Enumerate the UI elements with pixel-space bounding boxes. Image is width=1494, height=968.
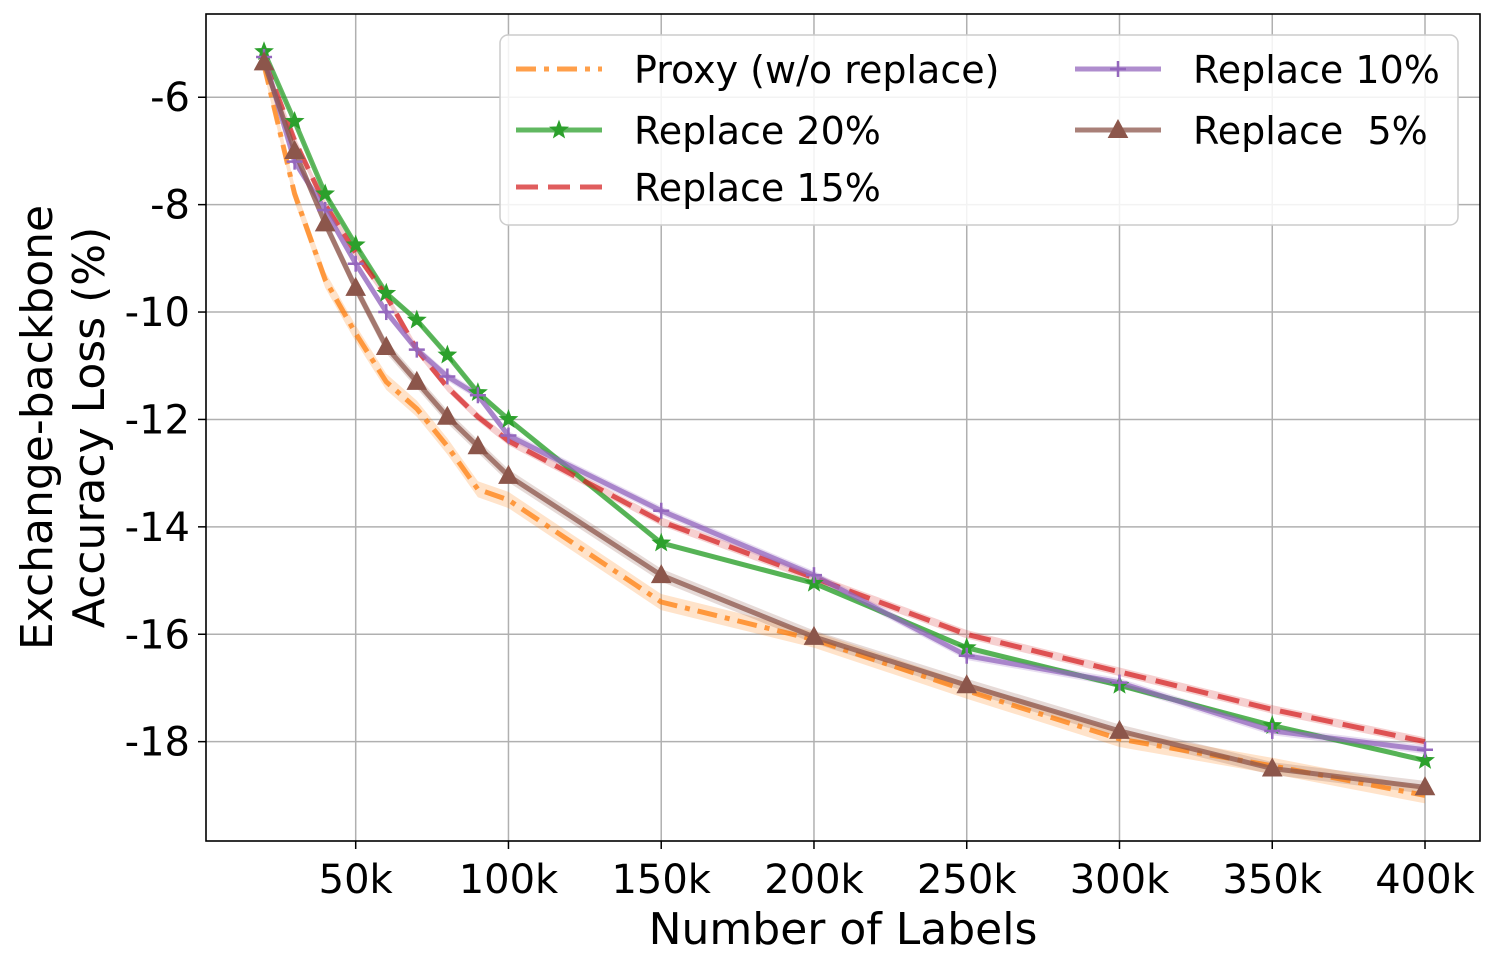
- series-line-0: [261, 64, 1426, 798]
- series-3-point-4: [378, 304, 395, 321]
- series-1-point-14: [1415, 749, 1435, 769]
- series-4-point-3: [345, 276, 367, 296]
- series-1-point-3: [345, 234, 366, 254]
- series-3-point-14: [1417, 741, 1434, 758]
- legend-label-2: Replace 15%: [634, 166, 881, 210]
- y-tick-label-2: -10: [125, 290, 190, 336]
- series-1-point-6: [437, 344, 458, 364]
- series-4-point-11: [956, 674, 978, 694]
- series-4-point-14: [1414, 776, 1436, 796]
- y-tick-label-5: -16: [125, 612, 190, 658]
- series-1-point-4: [376, 282, 397, 302]
- legend-marker-1: [549, 119, 569, 139]
- series-3-point-3: [347, 255, 364, 272]
- y-tick-label-6: -18: [125, 720, 190, 766]
- series-4-point-13: [1261, 757, 1283, 777]
- legend-marker-4: [1107, 118, 1129, 138]
- y-axis-title-line-2: Accuracy Loss (%): [64, 227, 115, 629]
- series-band-0: [264, 57, 1425, 804]
- x-tick-label-2: 150k: [611, 857, 711, 903]
- legend-label-0: Proxy (w/o replace): [634, 48, 999, 92]
- series-4-point-7: [467, 435, 489, 455]
- y-axis-ticks: -6 -8 -10 -12 -14 -16 -18: [125, 75, 206, 766]
- y-axis-title-line-1: Exchange-backbone: [12, 205, 63, 650]
- x-tick-label-0: 50k: [319, 857, 394, 903]
- series-1-point-2: [315, 183, 336, 203]
- x-tick-label-1: 100k: [459, 857, 559, 903]
- series-4-point-2: [314, 212, 336, 232]
- series-1-point-8: [498, 408, 519, 428]
- series-line-2: [261, 58, 1426, 745]
- series-markers: [253, 41, 1436, 796]
- x-tick-label-6: 350k: [1222, 857, 1322, 903]
- y-tick-label-1: -8: [150, 183, 190, 229]
- series-4-point-9: [650, 564, 672, 584]
- legend-label-3: Replace 10%: [1193, 48, 1440, 92]
- series-4-point-10: [803, 625, 825, 645]
- legend-marker-3: [1110, 61, 1126, 77]
- series-4-point-0: [253, 51, 275, 71]
- series-1-point-9: [651, 532, 672, 552]
- legend-box: [499, 34, 1459, 226]
- series-3-point-7: [469, 387, 486, 404]
- x-tick-label-4: 250k: [917, 857, 1017, 903]
- y-tick-label-3: -12: [125, 397, 190, 443]
- y-tick-label-0: -6: [150, 75, 190, 121]
- x-tick-label-3: 200k: [764, 857, 864, 903]
- series-3-point-11: [958, 647, 975, 664]
- series-3-point-8: [500, 427, 517, 444]
- series-3-point-5: [408, 341, 425, 358]
- x-axis-ticks: 50k 100k 150k 200k 250k 300k 350k 400k: [319, 841, 1476, 903]
- series-4-point-4: [375, 335, 397, 355]
- y-tick-label-4: -14: [125, 505, 190, 551]
- series-3-point-12: [1111, 674, 1128, 691]
- series-3-point-6: [439, 368, 456, 385]
- series-4-point-6: [437, 405, 458, 425]
- legend-label-4: Replace 5%: [1193, 109, 1428, 153]
- plot-frame: [205, 13, 1481, 842]
- x-axis-title: Number of Labels: [649, 904, 1038, 955]
- series-4-point-1: [284, 139, 305, 159]
- series-4-point-12: [1109, 719, 1130, 739]
- series-3-point-13: [1264, 722, 1281, 739]
- legend-label-1: Replace 20%: [634, 109, 881, 153]
- series-3-point-9: [653, 502, 670, 519]
- series-3-point-10: [805, 567, 822, 584]
- series-4-point-5: [406, 370, 428, 390]
- series-4-point-8: [498, 464, 519, 484]
- x-tick-label-5: 300k: [1070, 857, 1170, 903]
- series-1-point-5: [406, 309, 427, 329]
- series-1-point-1: [284, 110, 305, 130]
- x-tick-label-7: 400k: [1375, 857, 1475, 903]
- legend: Proxy (w/o replace) Replace 20% Replace 15…: [499, 34, 1459, 226]
